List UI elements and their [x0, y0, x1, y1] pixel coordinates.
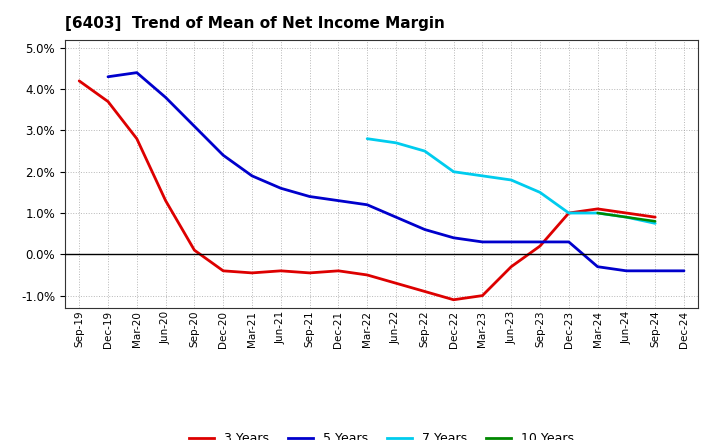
- 7 Years: [651, 221, 660, 226]
- 3 Years: [219, 268, 228, 274]
- 3 Years: [536, 243, 544, 249]
- 3 Years: [478, 293, 487, 298]
- 5 Years: [507, 239, 516, 245]
- 5 Years: [651, 268, 660, 274]
- 5 Years: [622, 268, 631, 274]
- 7 Years: [392, 140, 400, 146]
- 5 Years: [334, 198, 343, 203]
- 5 Years: [478, 239, 487, 245]
- 3 Years: [622, 210, 631, 216]
- Line: 3 Years: 3 Years: [79, 81, 655, 300]
- 5 Years: [564, 239, 573, 245]
- Text: [6403]  Trend of Mean of Net Income Margin: [6403] Trend of Mean of Net Income Margi…: [65, 16, 445, 32]
- 3 Years: [593, 206, 602, 212]
- 10 Years: [593, 210, 602, 216]
- 3 Years: [392, 281, 400, 286]
- 5 Years: [219, 153, 228, 158]
- 3 Years: [363, 272, 372, 278]
- 5 Years: [536, 239, 544, 245]
- 7 Years: [622, 215, 631, 220]
- 5 Years: [276, 186, 285, 191]
- 3 Years: [334, 268, 343, 274]
- Line: 10 Years: 10 Years: [598, 213, 655, 221]
- 5 Years: [104, 74, 112, 79]
- 3 Years: [305, 270, 314, 275]
- 7 Years: [593, 210, 602, 216]
- 3 Years: [190, 248, 199, 253]
- 7 Years: [507, 177, 516, 183]
- 10 Years: [622, 215, 631, 220]
- 3 Years: [132, 136, 141, 141]
- 5 Years: [363, 202, 372, 207]
- 5 Years: [420, 227, 429, 232]
- 7 Years: [420, 148, 429, 154]
- 3 Years: [161, 198, 170, 203]
- Line: 7 Years: 7 Years: [367, 139, 655, 224]
- 3 Years: [507, 264, 516, 269]
- 3 Years: [420, 289, 429, 294]
- 5 Years: [680, 268, 688, 274]
- 3 Years: [651, 215, 660, 220]
- 3 Years: [449, 297, 458, 302]
- Legend: 3 Years, 5 Years, 7 Years, 10 Years: 3 Years, 5 Years, 7 Years, 10 Years: [184, 427, 579, 440]
- 5 Years: [132, 70, 141, 75]
- 7 Years: [449, 169, 458, 174]
- 7 Years: [363, 136, 372, 141]
- 5 Years: [392, 215, 400, 220]
- 3 Years: [248, 270, 256, 275]
- 3 Years: [276, 268, 285, 274]
- 10 Years: [651, 219, 660, 224]
- 5 Years: [305, 194, 314, 199]
- 5 Years: [248, 173, 256, 179]
- Line: 5 Years: 5 Years: [108, 73, 684, 271]
- 5 Years: [161, 95, 170, 100]
- 3 Years: [75, 78, 84, 84]
- 5 Years: [593, 264, 602, 269]
- 7 Years: [536, 190, 544, 195]
- 7 Years: [564, 210, 573, 216]
- 5 Years: [190, 124, 199, 129]
- 7 Years: [478, 173, 487, 179]
- 5 Years: [449, 235, 458, 240]
- 3 Years: [564, 210, 573, 216]
- 3 Years: [104, 99, 112, 104]
